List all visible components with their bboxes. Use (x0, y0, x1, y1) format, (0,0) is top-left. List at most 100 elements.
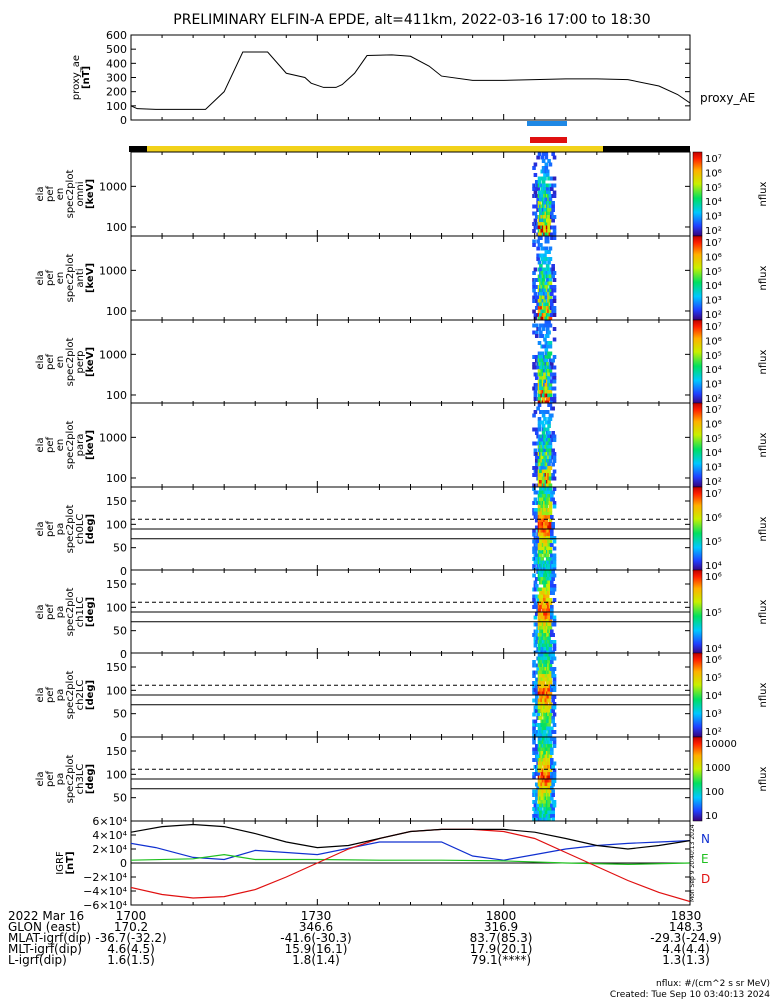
heatmap-cell (533, 190, 538, 195)
ylabel-line: spec2plot (65, 170, 76, 219)
heatmap-cell (540, 410, 545, 414)
heatmap-cell (544, 612, 549, 616)
heatmap-cell (551, 473, 555, 477)
panel-ylabel: ela pef en spec2plot anti [keV] (35, 254, 96, 303)
heatmap-cell (539, 640, 543, 644)
heatmap-cell (534, 782, 539, 787)
colorbar-label: nflux (758, 265, 769, 290)
heatmap-cell (550, 775, 554, 780)
ylabel-line: ela (35, 687, 46, 702)
heatmap-cell (540, 420, 545, 425)
colorbar (692, 736, 703, 822)
heatmap-cell (533, 719, 538, 724)
heatmap-cell (537, 417, 542, 421)
ylabel-line: pa (55, 606, 66, 618)
ylabel-line: ela (35, 771, 46, 786)
heatmap-cell (548, 473, 553, 477)
heatmap-cell (534, 640, 539, 644)
heatmap-cell (537, 316, 542, 321)
heatmap-cell (551, 208, 555, 212)
heatmap-cell (547, 737, 551, 741)
heatmap-cell (541, 278, 546, 282)
heatmap-cell (548, 663, 553, 668)
heatmap-cell (543, 466, 547, 470)
colorbar-tick-label: 10³ (705, 296, 722, 307)
heatmap-cell (550, 587, 554, 592)
heatmap-cell (547, 355, 551, 359)
heatmap-cell (541, 159, 546, 163)
heatmap-cell (540, 702, 545, 706)
heatmap-cell (552, 705, 557, 710)
heatmap-cell (533, 410, 538, 414)
heatmap-cell (543, 712, 547, 717)
heatmap-cell (534, 751, 539, 755)
igrf-series-N (131, 840, 690, 861)
heatmap-cell (550, 232, 554, 237)
heatmap-cell (539, 765, 543, 769)
heatmap-cell (541, 431, 546, 435)
heatmap-cell (552, 656, 557, 661)
ytick-label: 150 (106, 745, 127, 758)
colorbar-tick-label: 10⁵ (705, 673, 722, 684)
heatmap-cell (552, 557, 557, 561)
footer-table: 2022 Mar 16 1700 1730 1800 1830 GLON (east) 17… (8, 909, 770, 1000)
heatmap-cell (544, 320, 549, 324)
heatmap-cell (536, 257, 540, 261)
footer-value: -36.7(-32.2) (95, 931, 166, 945)
heatmap-cell (548, 501, 553, 505)
heatmap-cell (552, 768, 557, 773)
heatmap-cell (537, 643, 542, 648)
heatmap-cell (545, 511, 550, 516)
ylabel-line: ela (35, 186, 46, 201)
heatmap-cell (552, 306, 557, 310)
heatmap-cell (548, 445, 553, 449)
ylabel-line: pef (45, 270, 56, 287)
ylabel-line: [keV] (85, 347, 96, 377)
heatmap-cell (548, 789, 553, 794)
heatmap-cell (552, 190, 557, 195)
heatmap-cell (548, 577, 553, 581)
igrf-legend-E: E (701, 852, 709, 866)
heatmap-cell (547, 320, 551, 324)
heatmap-cell (534, 681, 539, 685)
heatmap-cell (551, 789, 555, 794)
heatmap-cell (534, 789, 539, 794)
heatmap-cell (539, 469, 543, 474)
heatmap-cell (551, 267, 555, 272)
heatmap-cell (552, 677, 557, 682)
colorbar-label: nflux (758, 516, 769, 541)
heatmap-cell (551, 782, 555, 787)
panel-bg (131, 403, 690, 487)
heatmap-cell (533, 211, 538, 216)
igrf-series-total (131, 823, 690, 850)
heatmap-cell (533, 601, 538, 606)
heatmap-cell (544, 810, 549, 815)
heatmap-cell (532, 386, 536, 391)
heatmap-cell (552, 536, 557, 540)
heatmap-cell (551, 431, 555, 435)
footer-value: 170.2 (114, 920, 148, 934)
panel-ch0LC: 0 50 100 150 ela pef pa spec2plot ch0LC [deg] 10⁴ 1… (35, 486, 769, 578)
ytick-label: 4×10⁴ (92, 829, 127, 842)
heatmap-cell (547, 584, 551, 588)
panel-ylabel: ela pef en spec2plot omni [keV] (35, 170, 96, 219)
heatmap-cell (533, 316, 538, 321)
heatmap-cell (547, 222, 551, 226)
heatmap-cell (532, 807, 536, 811)
heatmap-cell (551, 497, 555, 502)
heatmap-cell (543, 469, 547, 474)
heatmap-cell (541, 267, 546, 272)
heatmap-cell (544, 246, 549, 251)
heatmap-cell (544, 281, 549, 286)
heatmap-cell (548, 194, 553, 198)
heatmap-cell (545, 553, 550, 558)
heatmap-cell (552, 684, 557, 689)
heatmap-cell (548, 695, 553, 699)
colorbar (692, 151, 703, 237)
heatmap-cell (532, 281, 536, 286)
heatmap-cell (552, 803, 557, 808)
panel-ch2LC: 0 50 100 150 ela pef pa spec2plot ch2LC [deg] 10² 1… (35, 652, 769, 744)
heatmap-cell (552, 584, 557, 588)
heatmap-cell (550, 758, 554, 762)
